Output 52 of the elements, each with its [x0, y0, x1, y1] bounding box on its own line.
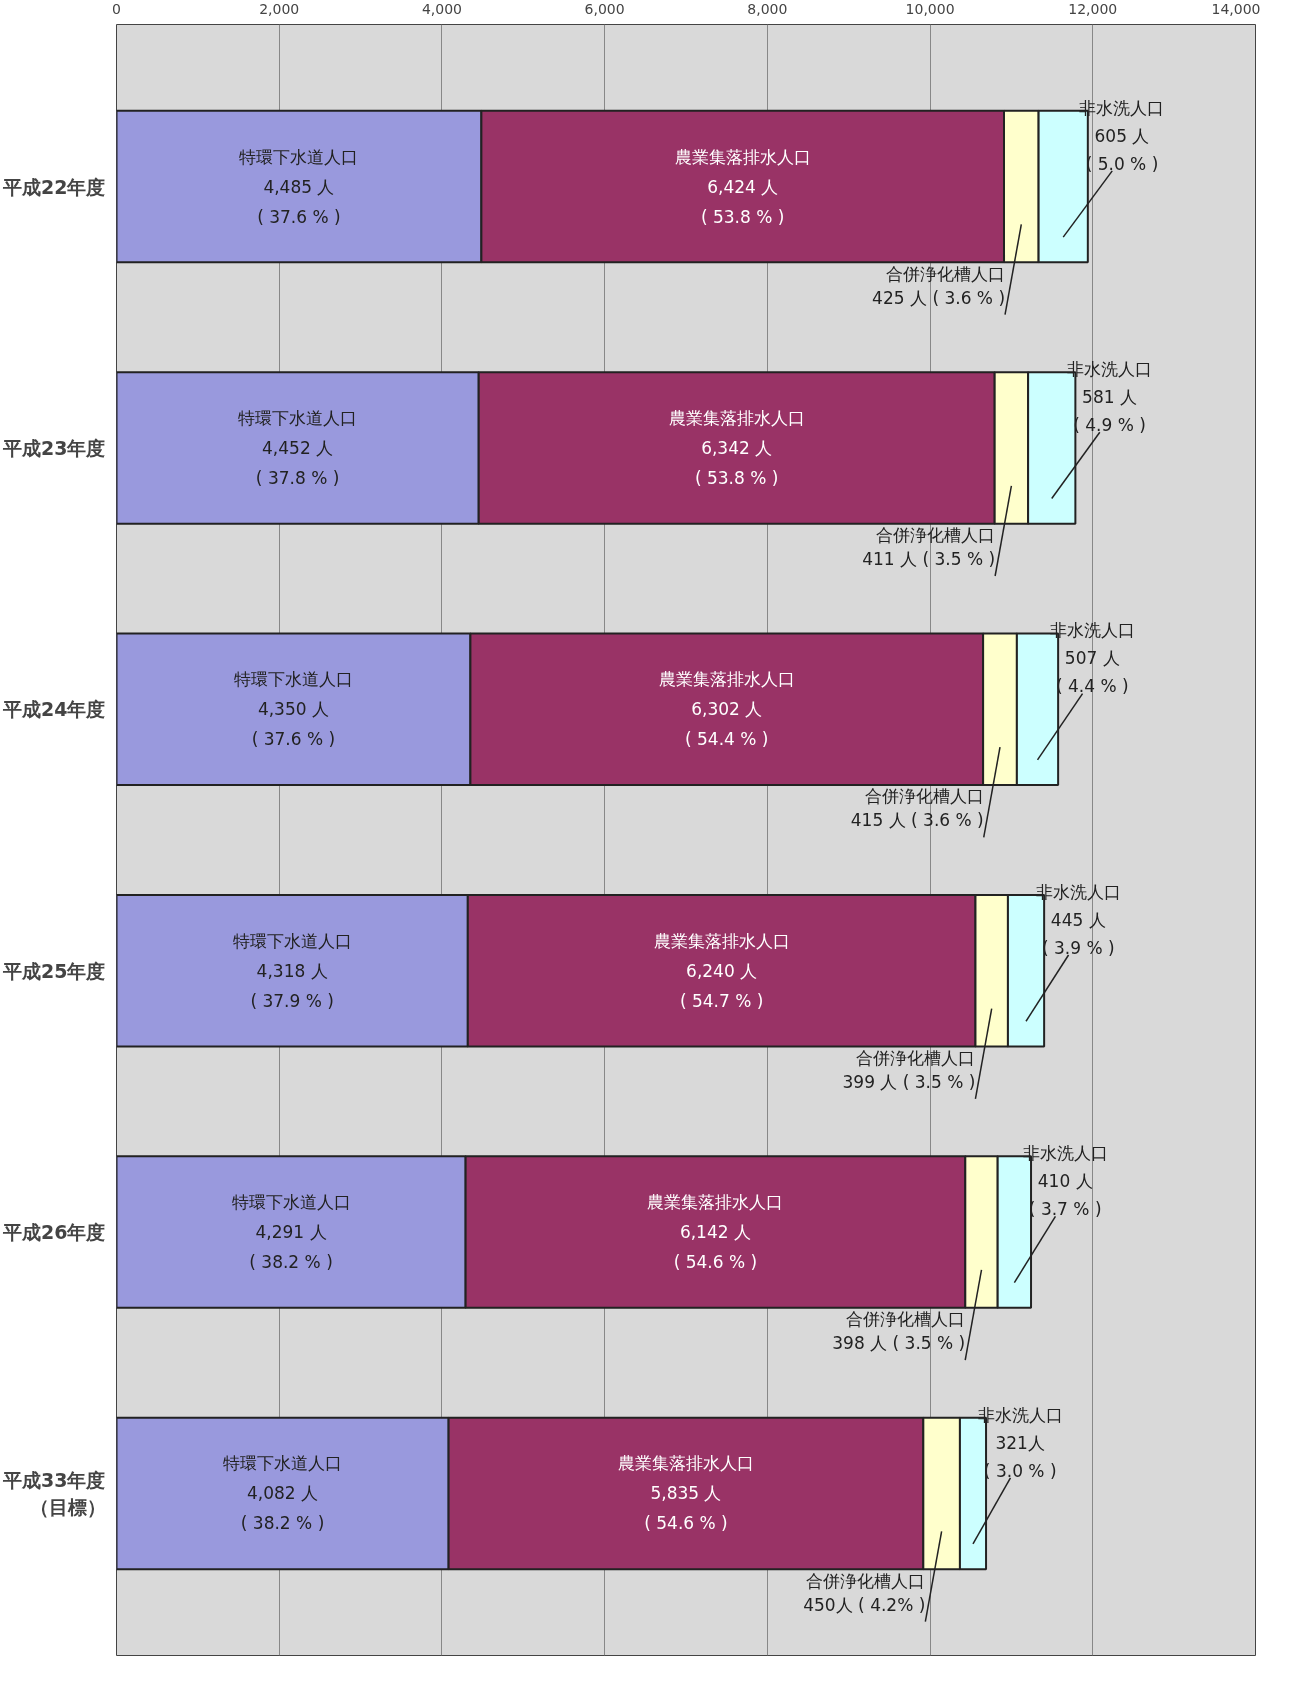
- series-label: 農業集落排水人口: [658, 669, 795, 690]
- data-label: 4,452 人 ( 37.8 % ): [255, 437, 340, 488]
- data-label: 6,142 人 ( 54.6 % ): [673, 1222, 758, 1273]
- series-label: 合併浄化槽人口: [806, 1570, 926, 1591]
- text: 農業集落排水人口: [668, 407, 805, 428]
- text: 農業集落排水人口: [647, 1192, 784, 1213]
- text: 特環下水道人口: [232, 930, 352, 951]
- x-tick-label: 8,000: [747, 0, 788, 17]
- text: 農業集落排水人口: [617, 1453, 754, 1474]
- data-label: 398 人 ( 3.5 % ): [832, 1333, 966, 1354]
- y-tick-label: 平成23年度: [2, 436, 106, 459]
- data-label: 399 人 ( 3.5 % ): [842, 1071, 976, 1092]
- text: 特環下水道人口: [231, 1192, 351, 1213]
- y-tick-label: 平成26年度: [2, 1221, 106, 1244]
- y-tick-label: 平成33年度（目標）: [2, 1469, 106, 1518]
- data-label: 6,342 人 ( 53.8 % ): [694, 437, 779, 488]
- text: 合併浄化槽人口: [856, 1047, 976, 1068]
- data-label: 425 人 ( 3.6 % ): [872, 287, 1006, 308]
- series-label: 非水洗人口: [1079, 97, 1165, 118]
- y-tick-label: 平成24年度: [2, 698, 106, 721]
- x-tick-label: 14,000: [1211, 0, 1261, 17]
- text: 非水洗人口: [977, 1404, 1063, 1425]
- x-tick-label: 2,000: [259, 0, 300, 17]
- text: 特環下水道人口: [238, 407, 358, 428]
- x-tick-label: 4,000: [421, 0, 462, 17]
- data-label: 4,291 人 ( 38.2 % ): [249, 1222, 333, 1273]
- x-tick-label: 6,000: [584, 0, 625, 17]
- text: 特環下水道人口: [239, 146, 359, 167]
- x-tick-label: 10,000: [905, 0, 955, 17]
- x-tick-label: 12,000: [1068, 0, 1118, 17]
- text: 特環下水道人口: [223, 1453, 343, 1474]
- data-label: 415 人 ( 3.6 % ): [850, 810, 984, 831]
- x-tick-label: 0: [112, 0, 121, 17]
- text: 農業集落排水人口: [653, 930, 790, 951]
- text: 農業集落排水人口: [674, 146, 811, 167]
- data-label: 5,835 人 ( 54.6 % ): [644, 1483, 728, 1534]
- text: 合併浄化槽人口: [846, 1309, 966, 1330]
- data-label: 4,350 人 ( 37.6 % ): [251, 699, 336, 750]
- data-label: 4,485 人 ( 37.6 % ): [257, 176, 341, 227]
- y-tick-label: 平成25年度: [2, 959, 106, 982]
- data-label: 6,302 人 ( 54.4 % ): [685, 699, 769, 750]
- text: 合併浄化槽人口: [864, 786, 984, 807]
- text: 合併浄化槽人口: [886, 263, 1006, 284]
- data-label: 450人 ( 4.2% ): [803, 1594, 926, 1615]
- y-tick-label: 平成22年度: [2, 175, 106, 198]
- data-label: 4,318 人 ( 37.9 % ): [250, 960, 334, 1011]
- data-label: 6,424 人 ( 53.8 % ): [700, 176, 785, 227]
- text: 合併浄化槽人口: [876, 525, 996, 546]
- data-label: 6,240 人 ( 54.7 % ): [679, 960, 764, 1011]
- series-label: 特環下水道人口: [233, 669, 353, 690]
- data-label: 411 人 ( 3.5 % ): [862, 549, 996, 570]
- data-label: 4,082 人 ( 38.2 % ): [240, 1483, 325, 1534]
